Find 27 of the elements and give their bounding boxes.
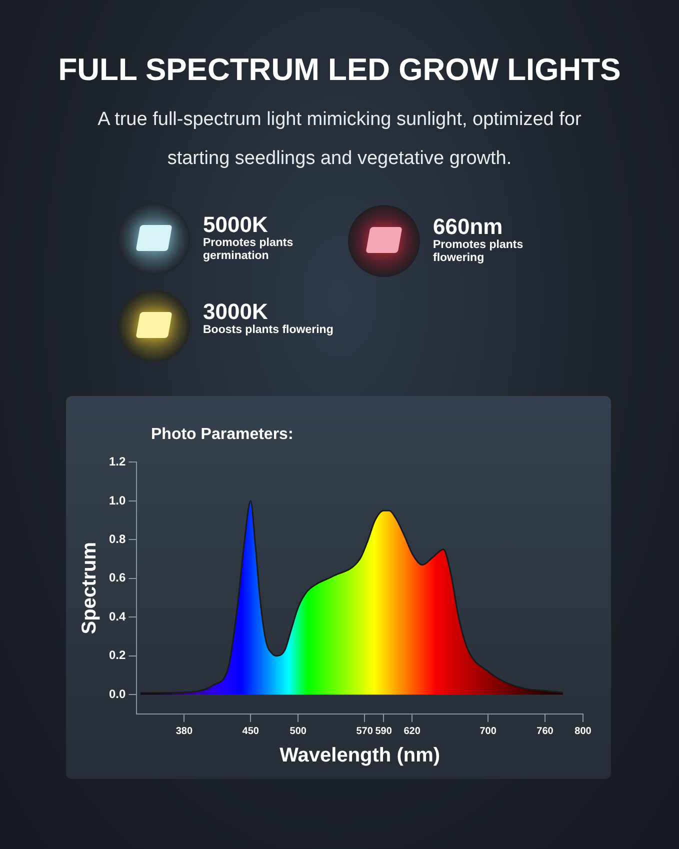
- x-tick-label: 450: [242, 726, 260, 737]
- y-tick-label: 0.0: [108, 686, 126, 701]
- x-axis-title: Wavelength (nm): [280, 744, 440, 767]
- x-tick-label: 620: [404, 726, 421, 737]
- y-tick-label: 0.2: [108, 648, 126, 662]
- x-tick-label: 570: [356, 726, 374, 737]
- chart-title: FULL SPECTRUM LED GROW LIGHTS: [57, 52, 622, 88]
- chart-subtitle: A true full-spectrum light mimicking sunlight, optimized for starting seedlings and vegetative growth.: [96, 108, 582, 171]
- x-tick-label: 760: [536, 726, 554, 737]
- x-tick-label: 590: [375, 726, 392, 737]
- y-tick-label: 0.4: [108, 609, 126, 624]
- text: Photo Parameters:: [151, 426, 294, 444]
- x-tick-label: 380: [176, 726, 193, 737]
- text: 660nm: [433, 214, 504, 239]
- text: Promotes plants flowering: [433, 239, 524, 265]
- y-tick-label: 0.8: [108, 532, 126, 546]
- text: 5000K: [203, 212, 269, 237]
- text: Boosts plants flowering: [203, 324, 334, 337]
- x-tick-label: 700: [480, 726, 497, 737]
- x-tick-label: 800: [574, 726, 592, 737]
- y-tick-label: 1.0: [108, 493, 126, 508]
- y-axis-title: Spectrum: [78, 542, 101, 634]
- text: 3000K: [203, 299, 269, 324]
- text: Promotes plants germination: [203, 237, 294, 263]
- y-tick-label: 0.6: [108, 570, 126, 585]
- x-tick-label: 500: [290, 726, 307, 737]
- y-tick-label: 1.2: [108, 454, 126, 469]
